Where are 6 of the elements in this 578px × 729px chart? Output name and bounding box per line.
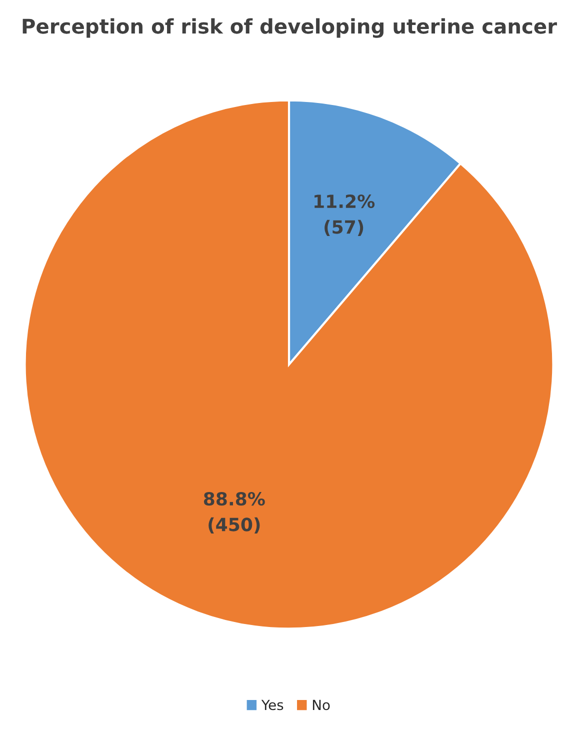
legend-label: Yes (261, 700, 284, 710)
data-label: 11.2% (57) (314, 194, 375, 236)
pie-slice (24, 99, 554, 630)
chart-title: Perception of risk of developing uterine cancer (22, 18, 557, 38)
data-label: 88.8% (450) (204, 492, 265, 534)
legend-label: No (312, 700, 330, 710)
